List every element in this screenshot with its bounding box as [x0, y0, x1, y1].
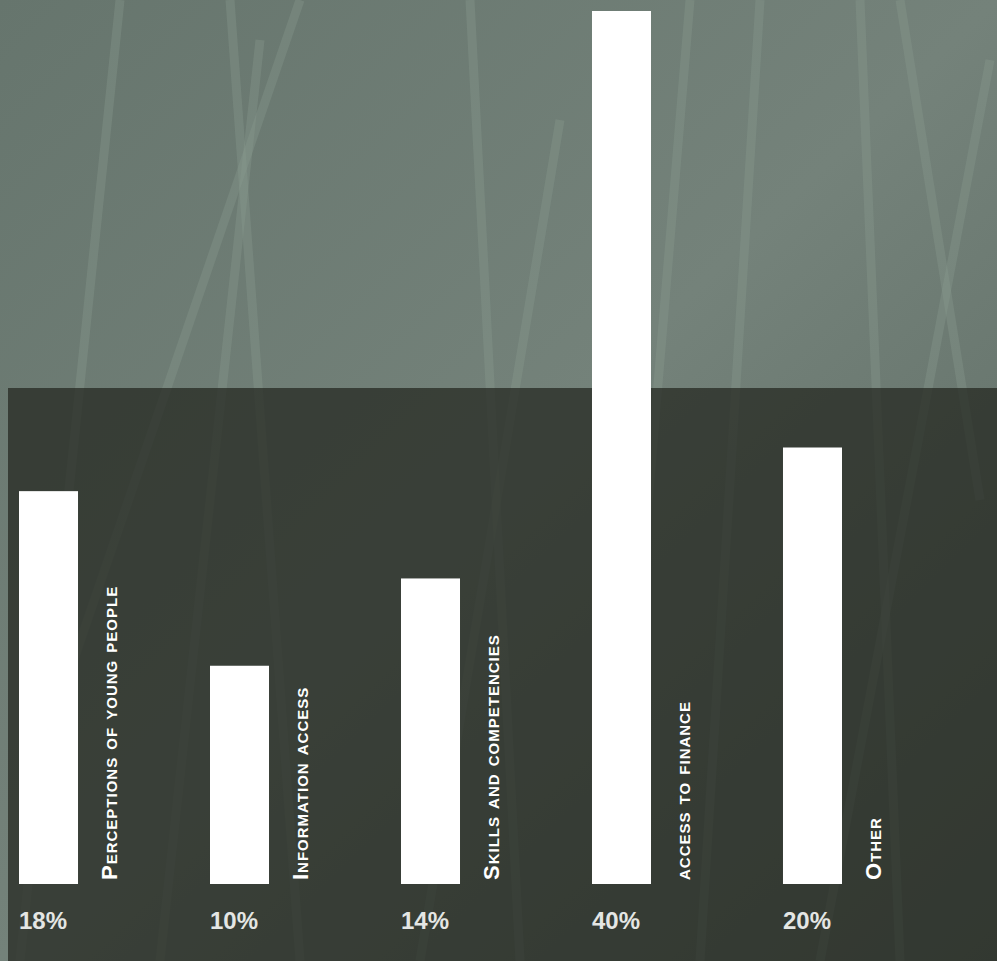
background: [0, 0, 997, 961]
bar: [401, 578, 460, 884]
category-label: Skills and competencies: [479, 634, 504, 880]
bars: [19, 11, 842, 884]
category-label: Other: [861, 817, 886, 880]
category-label: Perceptions of young people: [97, 586, 122, 880]
labels: Perceptions of young people Information a…: [19, 586, 886, 934]
bar: [592, 11, 651, 884]
bar: [783, 448, 842, 885]
data-label: 14%: [401, 907, 449, 934]
category-label: Information access: [288, 687, 313, 880]
data-label: 10%: [210, 907, 258, 934]
bar: [19, 491, 78, 884]
overlay-panel: [8, 388, 997, 961]
data-label: 20%: [783, 907, 831, 934]
data-label: 40%: [592, 907, 640, 934]
category-label: access to finance: [670, 701, 695, 880]
chart: Perceptions of young people Information a…: [0, 0, 997, 961]
bar: [210, 666, 269, 884]
data-label: 18%: [19, 907, 67, 934]
